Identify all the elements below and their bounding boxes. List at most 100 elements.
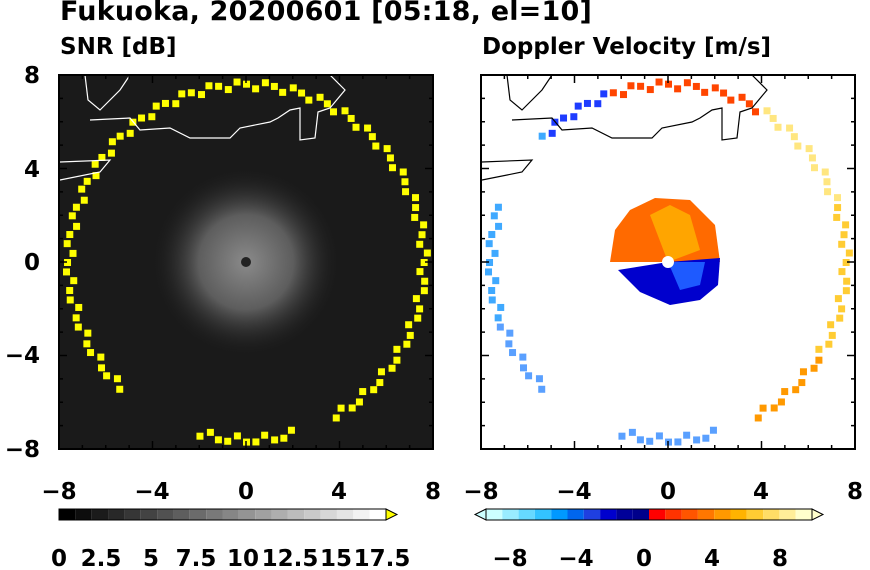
snr-ring-cell xyxy=(355,398,363,406)
snr-colorbar-cell xyxy=(369,509,386,520)
velocity-ring-cell xyxy=(763,107,771,115)
snr-ring-cell xyxy=(402,188,410,196)
velocity-ring-cell xyxy=(609,89,617,97)
velocity-ring-cell xyxy=(497,303,505,311)
velocity-ring-cell xyxy=(646,437,654,445)
snr-ytick-label: 0 xyxy=(24,250,40,276)
snr-colorbar-cell xyxy=(271,509,288,520)
snr-colorbar-cell xyxy=(353,509,370,520)
velocity-ring-cell xyxy=(620,91,628,99)
velocity-ring-cell xyxy=(637,82,645,90)
velocity-ring-cell xyxy=(751,108,759,116)
snr-ring-cell xyxy=(376,379,384,387)
snr-ytick-label: −8 xyxy=(5,437,40,463)
snr-xtick-label: 0 xyxy=(238,479,254,505)
snr-colorbar-cell xyxy=(75,509,92,520)
snr-ring-cell xyxy=(63,240,71,248)
velocity-clutter-ring xyxy=(485,78,853,446)
snr-panel-title: SNR [dB] xyxy=(60,34,177,60)
snr-ring-cell xyxy=(91,160,99,168)
velocity-ring-cell xyxy=(786,124,794,132)
snr-ring-cell xyxy=(386,154,394,162)
snr-ring-cell xyxy=(75,303,83,311)
snr-ring-cell xyxy=(289,84,297,92)
velocity-ring-cell xyxy=(665,80,672,88)
snr-ring-cell xyxy=(74,323,82,331)
snr-xtick-label: 8 xyxy=(425,479,441,505)
velocity-ring-cell xyxy=(836,314,844,322)
velocity-ring-cell xyxy=(823,178,831,186)
snr-ring-cell xyxy=(206,428,214,436)
snr-ring-cell xyxy=(243,80,250,88)
snr-ring-cell xyxy=(364,124,372,132)
snr-colorbar-cell xyxy=(255,509,272,520)
snr-ring-cell xyxy=(383,145,391,153)
velocity-ring-cell xyxy=(574,102,582,110)
velocity-ring-cell xyxy=(720,89,728,97)
velocity-ring-cell xyxy=(618,432,626,440)
snr-ring-cell xyxy=(80,196,88,204)
velocity-ring-cell xyxy=(808,154,816,162)
snr-ring-cell xyxy=(261,79,269,87)
velocity-ring-cell xyxy=(628,428,636,436)
snr-ring-cell xyxy=(418,231,426,239)
snr-ring-cell xyxy=(270,82,278,90)
snr-colorbar-cell xyxy=(91,509,109,520)
snr-ring-cell xyxy=(368,133,376,141)
snr-colorbar-cell xyxy=(108,509,125,520)
velocity-ring-cell xyxy=(790,133,798,141)
velocity-ring-cell xyxy=(838,305,846,313)
velocity-ring-cell xyxy=(810,164,818,172)
snr-ring-cell xyxy=(405,321,413,329)
snr-colorbar-cell xyxy=(140,509,158,520)
velocity-ring-cell xyxy=(709,426,717,434)
snr-ring-cell xyxy=(116,385,124,393)
velocity-ring-cell xyxy=(490,212,498,220)
snr-ring-cell xyxy=(73,222,81,230)
snr-ring-cell xyxy=(72,314,80,322)
snr-ring-cell xyxy=(279,88,287,96)
snr-coastline-north xyxy=(89,75,346,141)
snr-colorbar-cell xyxy=(59,509,76,520)
velocity-approaching-core xyxy=(668,262,705,290)
snr-ring-cell xyxy=(423,249,431,257)
velocity-colorbar-cell xyxy=(534,509,552,520)
velocity-ring-cell xyxy=(485,240,493,248)
snr-ring-cell xyxy=(261,431,269,439)
velocity-ring-cell xyxy=(674,85,682,93)
snr-ring-cell xyxy=(372,142,380,150)
snr-ring-cell xyxy=(359,388,367,396)
snr-ring-cell xyxy=(172,100,180,108)
velocity-colorbar-cell xyxy=(518,509,535,520)
snr-ring-cell xyxy=(412,194,420,202)
snr-ring-cell xyxy=(108,138,116,146)
snr-ring-cell xyxy=(412,295,420,303)
snr-ring-cell xyxy=(70,277,78,285)
snr-ring-cell xyxy=(92,172,100,180)
velocity-ring-cell xyxy=(488,296,496,304)
snr-ring-cell xyxy=(329,108,337,116)
snr-radar-site xyxy=(241,257,251,267)
snr-ring-cell xyxy=(412,204,420,212)
snr-ring-cell xyxy=(252,85,260,93)
velocity-ring-cell xyxy=(824,188,832,196)
snr-colorbar-label: 15 xyxy=(320,546,352,570)
velocity-ring-cell xyxy=(627,82,635,90)
velocity-ring-cell xyxy=(491,249,499,257)
velocity-ring-cell xyxy=(821,168,829,176)
snr-ytick-label: −4 xyxy=(5,343,40,369)
snr-ring-cell xyxy=(224,437,232,445)
snr-ring-cell xyxy=(406,331,414,339)
velocity-colorbar-cell xyxy=(486,509,503,520)
snr-colorbar-cell xyxy=(320,509,337,520)
velocity-xtick-label: −4 xyxy=(556,479,591,505)
snr-ring-cell xyxy=(323,100,331,108)
velocity-ring-cell xyxy=(833,213,841,221)
snr-ring-cell xyxy=(98,153,106,161)
snr-ring-cell xyxy=(196,432,204,440)
snr-ring-cell xyxy=(224,86,232,94)
velocity-colorbar-cell xyxy=(763,509,780,520)
snr-ring-cell xyxy=(337,404,345,412)
velocity-ring-cell xyxy=(777,398,785,406)
